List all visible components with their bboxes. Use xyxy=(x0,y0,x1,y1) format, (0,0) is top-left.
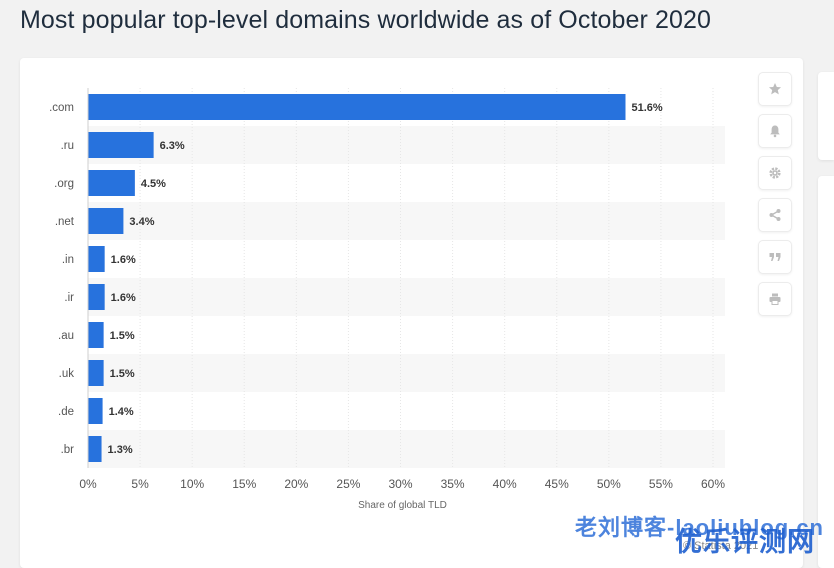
bar[interactable] xyxy=(88,94,626,120)
category-label: .de xyxy=(58,406,74,418)
x-tick-label: 15% xyxy=(232,477,256,491)
value-label: 1.4% xyxy=(109,406,134,418)
row-stripe xyxy=(88,430,725,468)
value-label: 1.5% xyxy=(110,368,135,380)
x-tick-label: 25% xyxy=(336,477,360,491)
row-stripe xyxy=(88,354,725,392)
bar-chart: 0% 5% 10% 15% 20% 25% 30% 35% 40% 45% 50% 55% 60% .co… xyxy=(49,88,725,511)
x-tick-label: 20% xyxy=(284,477,308,491)
value-label: 4.5% xyxy=(141,178,166,190)
category-label: .au xyxy=(58,330,74,342)
category-label: .net xyxy=(55,216,75,228)
side-panel-bottom xyxy=(818,176,834,568)
row-stripe xyxy=(88,202,725,240)
favorite-icon xyxy=(768,82,782,96)
value-label: 1.6% xyxy=(111,254,136,266)
bar[interactable] xyxy=(88,322,104,348)
value-label: 51.6% xyxy=(632,102,663,114)
settings-button[interactable] xyxy=(758,156,792,190)
print-icon xyxy=(768,292,782,306)
bar[interactable] xyxy=(88,360,104,386)
category-label: .ir xyxy=(64,292,74,304)
page-title: Most popular top-level domains worldwide… xyxy=(20,6,711,34)
category-label: .org xyxy=(54,178,74,190)
side-panel-top xyxy=(818,72,834,160)
category-label: .ru xyxy=(61,140,74,152)
x-tick-label: 35% xyxy=(441,477,465,491)
x-tick-label: 40% xyxy=(493,477,517,491)
bar[interactable] xyxy=(88,170,135,196)
row-stripe xyxy=(88,278,725,316)
x-tick-label: 50% xyxy=(597,477,621,491)
category-label: .in xyxy=(62,254,74,266)
settings-icon xyxy=(768,166,782,180)
notification-button[interactable] xyxy=(758,114,792,148)
watermark-text: 老刘博客-laoliublog.cn xyxy=(575,515,824,540)
share-icon xyxy=(768,208,782,222)
x-tick-label: 45% xyxy=(545,477,569,491)
x-tick-label: 60% xyxy=(701,477,725,491)
share-button[interactable] xyxy=(758,198,792,232)
bar[interactable] xyxy=(88,398,103,424)
bar[interactable] xyxy=(88,436,102,462)
category-label: .com xyxy=(49,102,74,114)
row-stripe xyxy=(88,126,725,164)
citation-button[interactable] xyxy=(758,240,792,274)
category-label: .uk xyxy=(59,368,75,380)
source-credit[interactable]: © Statista 2021 xyxy=(683,540,759,552)
x-tick-label: 5% xyxy=(131,477,149,491)
favorite-button[interactable] xyxy=(758,72,792,106)
notification-icon xyxy=(768,124,782,138)
category-label: .br xyxy=(61,444,75,456)
x-axis-title: Share of global TLD xyxy=(358,500,447,511)
bar[interactable] xyxy=(88,246,105,272)
x-tick-label: 10% xyxy=(180,477,204,491)
value-label: 1.3% xyxy=(108,444,133,456)
bar[interactable] xyxy=(88,208,124,234)
x-tick-label: 55% xyxy=(649,477,673,491)
print-button[interactable] xyxy=(758,282,792,316)
citation-icon xyxy=(768,250,782,264)
watermark-text-secondary: 优乐评测网 xyxy=(675,527,815,557)
x-tick-label: 30% xyxy=(388,477,412,491)
value-label: 3.4% xyxy=(129,216,154,228)
chart-card: 0% 5% 10% 15% 20% 25% 30% 35% 40% 45% 50% 55% 60% .co… xyxy=(20,58,803,568)
x-tick-label: 0% xyxy=(79,477,97,491)
value-label: 1.5% xyxy=(110,330,135,342)
bar[interactable] xyxy=(88,284,105,310)
value-label: 1.6% xyxy=(111,292,136,304)
bar[interactable] xyxy=(88,132,154,158)
value-label: 6.3% xyxy=(160,140,185,152)
